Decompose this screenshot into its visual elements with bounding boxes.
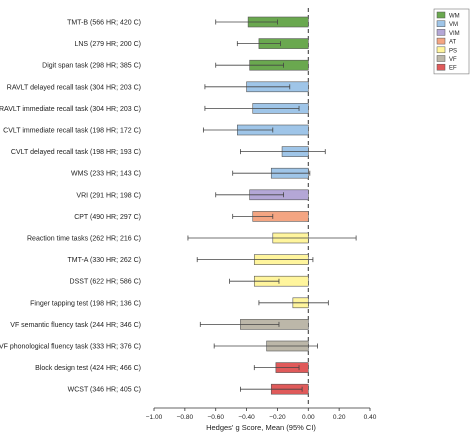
x-axis-title: Hedges' g Score, Mean (95% CI) [206, 423, 316, 432]
x-tick-label: −1.00 [146, 414, 163, 421]
x-axis: −1.00 −0.80 −0.60 −0.40 −0.20 0.00 0.20 0.40 [146, 407, 377, 421]
row [199, 319, 309, 330]
row [215, 59, 309, 71]
row [236, 38, 309, 49]
x-tick-label: −0.60 [207, 414, 224, 421]
category-label: CVLT delayed recall task (198 HR; 193 C) [11, 149, 141, 156]
category-label: TMT-A (330 HR; 262 C) [67, 257, 141, 264]
legend-swatch [436, 29, 446, 36]
category-label: VRI (291 HR; 198 C) [76, 192, 141, 199]
category-label: LNS (279 HR; 200 C) [74, 41, 141, 48]
x-tick-label: −0.40 [238, 414, 255, 421]
category-label: Block design test (424 HR; 466 C) [35, 365, 141, 372]
legend-label: VM [449, 22, 458, 28]
row [215, 189, 309, 201]
legend-label: WM [449, 14, 460, 20]
legend-swatch [436, 11, 446, 19]
x-tick-label: 0.00 [302, 414, 315, 421]
legend: WM VM VIM AT PS VF EF [433, 8, 470, 75]
x-tick-label: 0.40 [364, 414, 377, 421]
category-label: CVLT immediate recall task (198 HR; 172 … [3, 128, 141, 135]
category-label: VF semantic fluency task (244 HR; 346 C) [10, 322, 141, 329]
category-label: Finger tapping test (198 HR; 136 C) [30, 300, 141, 307]
category-label: WMS (233 HR; 143 C) [71, 171, 141, 178]
row [204, 81, 309, 93]
row [232, 167, 311, 179]
row [202, 124, 309, 136]
row [239, 383, 309, 395]
legend-label: AT [449, 40, 457, 46]
row [213, 340, 318, 352]
row [232, 211, 309, 222]
x-tick-label: −0.20 [269, 414, 286, 421]
legend-label: EF [449, 66, 457, 72]
category-label: CPT (490 HR; 297 C) [74, 214, 141, 221]
legend-label: PS [449, 48, 457, 54]
category-label: DSST (622 HR; 586 C) [70, 279, 141, 286]
category-label: RAVLT delayed recall task (304 HR; 203 C… [7, 84, 141, 91]
row [187, 232, 357, 244]
legend-swatch [436, 63, 446, 71]
category-label: TMT-B (566 HR; 420 C) [67, 20, 141, 27]
category-label: VF phonological fluency task (333 HR; 37… [0, 344, 141, 351]
x-tick-label: 0.20 [333, 414, 346, 421]
row [239, 146, 326, 157]
category-label: Digit span task (298 HR; 385 C) [42, 63, 141, 70]
row [215, 16, 309, 28]
row [229, 275, 309, 287]
category-label: RAVLT immediate recall task (304 HR; 203… [0, 106, 141, 113]
legend-swatch [436, 20, 446, 27]
row [204, 103, 309, 114]
legend-swatch [436, 37, 446, 45]
legend-label: VIM [449, 31, 460, 37]
category-label: Reaction time tasks (262 HR; 216 C) [27, 236, 141, 243]
x-tick-label: −0.80 [177, 414, 194, 421]
bars-group [187, 16, 357, 395]
legend-swatch [436, 46, 446, 54]
row [253, 362, 309, 373]
legend-label: VF [449, 57, 457, 63]
row [258, 297, 329, 309]
category-labels: TMT-B (566 HR; 420 C) LNS (279 HR; 200 C)… [0, 20, 141, 394]
category-label: WCST (346 HR; 405 C) [68, 387, 141, 394]
row [196, 254, 314, 265]
legend-swatch [436, 55, 446, 62]
